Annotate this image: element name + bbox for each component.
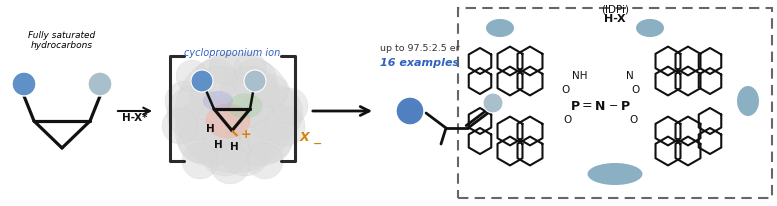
Text: H: H [206,124,214,134]
Ellipse shape [203,91,233,111]
Circle shape [483,93,503,113]
Text: X: X [300,131,309,144]
Circle shape [190,66,250,126]
Text: O: O [631,85,639,95]
Circle shape [396,97,424,125]
Circle shape [176,60,208,92]
Circle shape [165,81,205,121]
Text: up to 97.5:2.5 er: up to 97.5:2.5 er [380,44,460,53]
Text: O: O [563,115,571,125]
Text: cycloproponium ion: cycloproponium ion [184,48,280,58]
Circle shape [220,126,270,176]
Circle shape [182,143,218,179]
Text: O: O [629,115,637,125]
Text: Fully saturated
hydrocarbons: Fully saturated hydrocarbons [29,31,96,50]
Circle shape [200,126,250,176]
Text: P: P [570,99,580,112]
Circle shape [247,85,303,141]
Circle shape [220,66,280,126]
Circle shape [175,53,295,173]
Circle shape [88,72,112,96]
Circle shape [272,88,308,124]
Circle shape [175,96,245,166]
Text: +: + [241,128,251,141]
Text: −: − [609,101,618,111]
Circle shape [162,108,198,144]
Text: (IDPi): (IDPi) [601,4,629,14]
Text: N: N [626,71,634,81]
Text: 16 examples: 16 examples [381,58,459,68]
Circle shape [193,59,237,103]
Ellipse shape [205,103,250,138]
Ellipse shape [587,163,643,185]
Circle shape [247,143,283,179]
Circle shape [233,59,277,103]
Text: NH: NH [572,71,587,81]
Text: O: O [561,85,569,95]
Circle shape [167,85,223,141]
Ellipse shape [737,86,759,116]
Text: H-X*: H-X* [122,113,148,123]
Circle shape [265,106,305,146]
Text: N: N [595,99,605,112]
Ellipse shape [228,94,263,118]
Circle shape [248,119,292,163]
Text: P: P [621,99,629,112]
Circle shape [178,119,222,163]
Text: H-X: H-X [605,14,625,24]
Text: H: H [230,142,239,152]
Circle shape [12,72,36,96]
Text: −: − [313,139,322,149]
Ellipse shape [636,19,664,37]
Circle shape [225,96,295,166]
Ellipse shape [486,19,514,37]
FancyBboxPatch shape [458,8,772,198]
Circle shape [210,144,250,184]
Circle shape [234,52,266,84]
Circle shape [244,70,266,92]
Text: H: H [214,140,222,150]
Text: =: = [582,99,592,112]
Circle shape [191,70,213,92]
Circle shape [209,52,241,84]
Circle shape [256,75,288,107]
